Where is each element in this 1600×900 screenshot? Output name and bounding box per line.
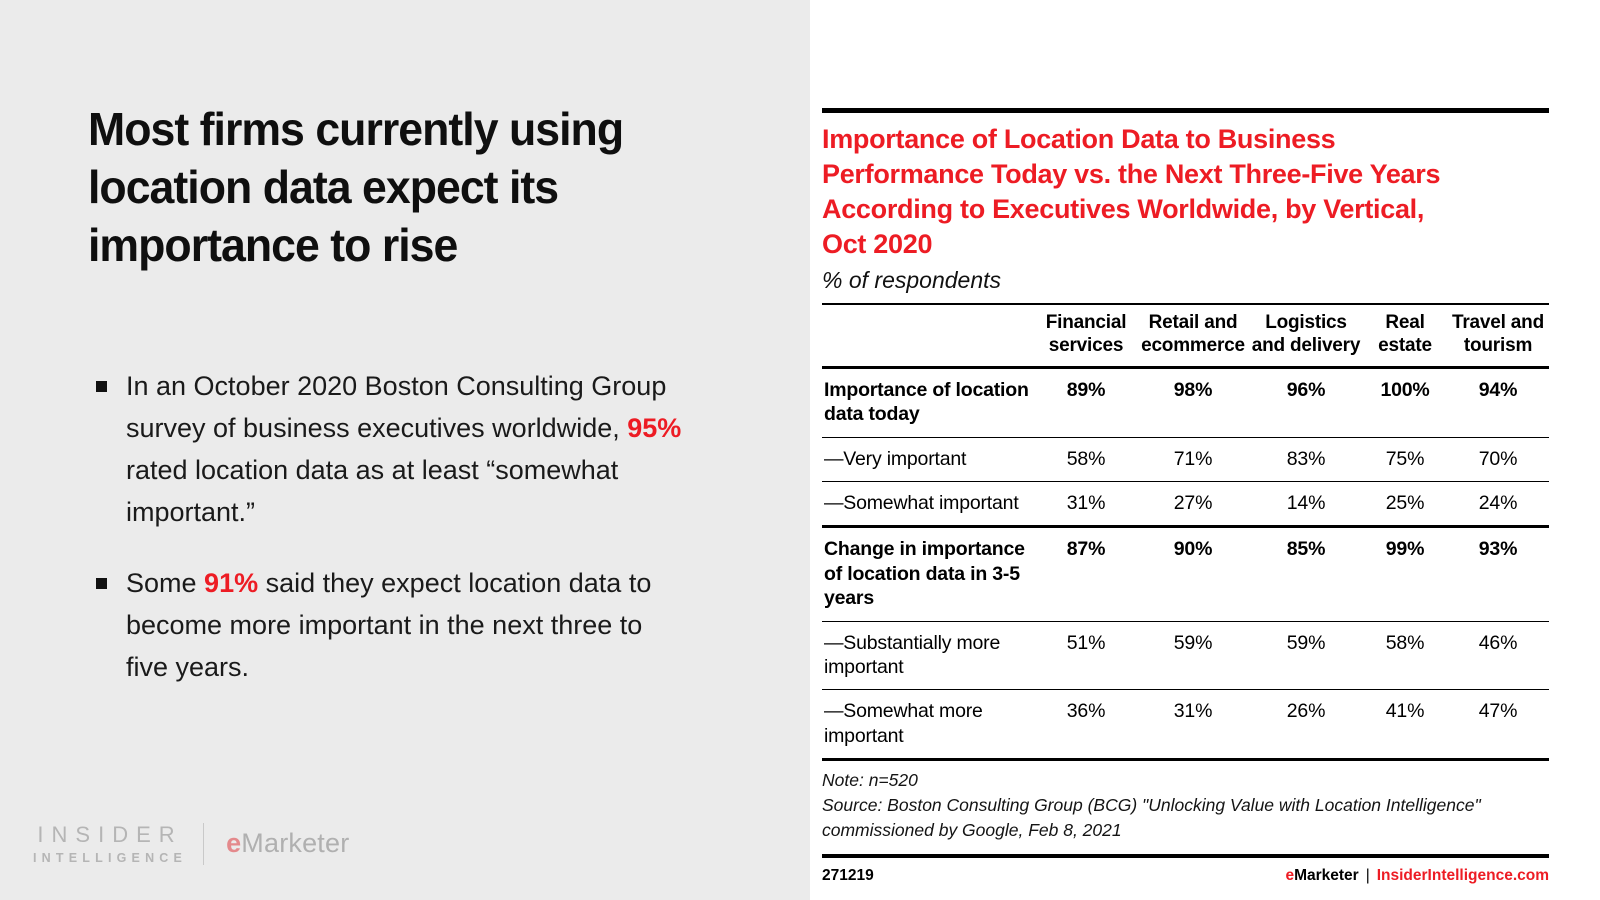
table-header-row: Financial services Retail and ecommerce Lo… [822, 304, 1549, 369]
value-cell: 75% [1363, 436, 1447, 482]
chart-title-line-1: Importance of Location Data to Business [822, 124, 1336, 154]
value-cell: 36% [1035, 689, 1137, 760]
value-cell: 89% [1066, 378, 1106, 401]
chart-top-rule [822, 108, 1549, 113]
table-row: —Substantially more important 51% 59% 59% 58… [822, 620, 1549, 690]
headline-line-2: location data expect its [88, 160, 559, 213]
value-cell: 96% [1286, 378, 1326, 401]
column-header-empty [822, 304, 1035, 369]
insider-logo-line1: INSIDER [37, 822, 183, 847]
chart-content: Importance of Location Data to Business … [822, 0, 1549, 885]
bullet-text: Some 91% said they expect location data … [126, 568, 652, 683]
value-cell: 27% [1137, 481, 1249, 527]
source-line: Source: Boston Consulting Group (BCG) "U… [822, 794, 1481, 840]
table-row: Importance of location data today 89% 98% 9… [822, 367, 1549, 437]
chart-title-line-3: According to Executives Worldwide, by Ve… [822, 194, 1425, 225]
left-panel: Most firms currently using location data… [0, 0, 810, 900]
chart-title-line-2: Performance Today vs. the Next Three-Fiv… [822, 159, 1441, 190]
table-row: —Somewhat important 31% 27% 14% 25% 24% [822, 481, 1549, 527]
highlight-stat: 91% [204, 568, 259, 599]
chart-title: Importance of Location Data to Business … [822, 122, 1549, 262]
value-cell: 87% [1035, 525, 1137, 622]
chart-footer: 271219 eMarketer | InsiderIntelligence.com [822, 853, 1549, 885]
value-cell: 58% [1363, 620, 1447, 690]
value-cell: 51% [1035, 620, 1137, 690]
row-label: —Somewhat more important [822, 689, 1035, 760]
brand-footer: INSIDER INTELLIGENCE eMarketer [33, 822, 349, 865]
value-cell: 70% [1447, 436, 1549, 482]
value-cell: 93% [1447, 525, 1549, 622]
value-cell: 83% [1249, 436, 1363, 482]
value-cell: 14% [1249, 481, 1363, 527]
column-header: Retail and ecommerce [1137, 304, 1249, 369]
note-line: Note: n=520 [822, 770, 918, 791]
value-cell: 58% [1035, 436, 1137, 482]
value-cell: 41% [1363, 689, 1447, 760]
footer-emarketer-e: e [1285, 866, 1295, 884]
value-cell: 47% [1447, 689, 1549, 760]
column-header: Logistics and delivery [1249, 304, 1363, 369]
footer-brandline: eMarketer | InsiderIntelligence.com [1285, 867, 1549, 885]
value-cell: 26% [1249, 689, 1363, 760]
column-header: Travel and tourism [1447, 304, 1549, 369]
footer-emarketer-rest: Marketer [1294, 866, 1359, 884]
value-cell: 90% [1137, 525, 1249, 622]
emarketer-logo: eMarketer [226, 828, 349, 859]
value-cell: 98% [1173, 378, 1213, 401]
emarketer-logo-e: e [226, 828, 242, 858]
value-cell: 94% [1478, 378, 1518, 401]
emarketer-logo-rest: Marketer [241, 828, 350, 858]
value-cell: 85% [1249, 525, 1363, 622]
insider-logo-line2: INTELLIGENCE [33, 851, 188, 865]
headline: Most firms currently using location data… [88, 101, 624, 275]
value-cell: 59% [1249, 620, 1363, 690]
bullet-item: Some 91% said they expect location data … [96, 563, 696, 689]
row-label: Change in importance of location data in… [822, 525, 1035, 622]
value-cell: 71% [1137, 436, 1249, 482]
headline-line-3: importance to rise [88, 218, 458, 271]
data-table: Financial services Retail and ecommerce Lo… [822, 303, 1549, 762]
value-cell: 59% [1137, 620, 1249, 690]
bullet-item: In an October 2020 Boston Consulting Gro… [96, 366, 696, 533]
chart-id: 271219 [822, 866, 874, 884]
row-label: —Somewhat important [822, 481, 1035, 527]
table-row: Change in importance of location data in… [822, 525, 1549, 622]
insider-intelligence-logo: INSIDER INTELLIGENCE [33, 822, 187, 865]
row-label: —Very important [822, 436, 1035, 482]
footer-site-link[interactable]: InsiderIntelligence.com [1376, 866, 1549, 884]
value-cell: 46% [1447, 620, 1549, 690]
value-cell: 31% [1035, 481, 1137, 527]
chart-notes: Note: n=520 Source: Boston Consulting Gr… [822, 761, 1549, 854]
column-header: Financial services [1035, 304, 1137, 369]
column-header: Real estate [1363, 304, 1447, 369]
value-cell: 100% [1380, 378, 1430, 401]
bullet-square-icon [96, 578, 107, 590]
row-label: —Substantially more important [822, 620, 1035, 690]
row-label: Importance of location data today [824, 378, 1029, 426]
table-row: —Somewhat more important 36% 31% 26% 41% 47% [822, 689, 1549, 760]
bullet-square-icon [96, 381, 107, 392]
chart-panel: Importance of Location Data to Business … [810, 0, 1600, 900]
table-row: —Very important 58% 71% 83% 75% 70% [822, 436, 1549, 482]
value-cell: 24% [1447, 481, 1549, 527]
chart-subtitle: % of respondents [822, 267, 1002, 294]
headline-line-1: Most firms currently using [88, 103, 624, 155]
logo-divider [203, 822, 205, 865]
bullet-list: In an October 2020 Boston Consulting Gro… [96, 366, 696, 719]
value-cell: 99% [1363, 525, 1447, 622]
bullet-text: In an October 2020 Boston Consulting Gro… [126, 371, 682, 527]
highlight-stat: 95% [627, 412, 682, 443]
value-cell: 31% [1137, 689, 1249, 760]
chart-title-line-4: Oct 2020 [822, 229, 933, 260]
value-cell: 25% [1363, 481, 1447, 527]
footer-separator: | [1365, 866, 1370, 884]
